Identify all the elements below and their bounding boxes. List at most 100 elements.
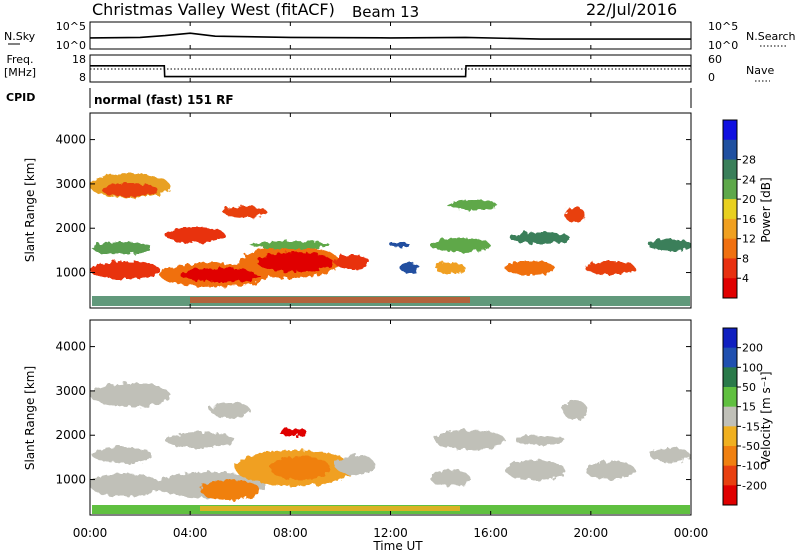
freq-tick-bottom: 8 — [79, 71, 86, 84]
colorbar-swatch — [723, 446, 737, 467]
colorbar-swatch — [723, 120, 737, 141]
velocity-echo-g — [270, 456, 330, 480]
power-blobs — [90, 174, 691, 287]
velocity-echo-q — [563, 400, 587, 420]
velocity-echo-k — [279, 428, 307, 436]
nsky-trace — [89, 32, 691, 40]
freq-trace — [90, 65, 691, 78]
velocity-echo-b — [92, 447, 152, 463]
velocity-echo-i — [165, 432, 235, 448]
velocity-echo-c — [90, 473, 160, 497]
power-echo-u — [400, 263, 420, 273]
power-echo-s — [447, 200, 497, 210]
time-tick-label: 12:00 — [373, 526, 408, 540]
power-echo-o — [505, 261, 555, 275]
power-echo-k — [165, 227, 225, 243]
velocity-echo-l — [435, 430, 505, 450]
velocity-echo-n — [505, 460, 565, 480]
velocity-colorbar: 200 100 50 15 -15 -50 -100 -200 — [722, 327, 767, 506]
power-echo-p — [585, 261, 635, 275]
power-echo-f — [180, 268, 260, 282]
power-echo-d — [90, 261, 160, 279]
time-ticks: 00:00 04:00 08:00 12:00 16:00 20:00 00:00 — [73, 22, 709, 540]
date-label: 22/Jul/2016 — [586, 0, 677, 19]
range-tick-label: 1000 — [55, 266, 86, 280]
colorbar-label: 28 — [742, 154, 756, 167]
colorbar-frame — [722, 327, 738, 506]
freq-tick-top: 18 — [72, 53, 86, 66]
nsky-tick-bottom: 10^0 — [56, 39, 86, 52]
power-echo-t — [510, 232, 570, 244]
power-heatmap — [90, 174, 691, 306]
nsky-panel — [89, 21, 692, 50]
velocity-ground-core — [200, 506, 460, 511]
time-tick-label: 00:00 — [674, 526, 709, 540]
nsearch-tick-bottom: 10^0 — [708, 39, 738, 52]
colorbar-swatch — [723, 179, 737, 200]
freq-unit-label: [MHz] — [4, 66, 36, 79]
colorbar-label: 12 — [742, 233, 756, 246]
nsearch-tick-top: 10^5 — [708, 20, 738, 33]
range-tick-label: 2000 — [55, 221, 86, 235]
nave-label: Nave — [746, 64, 774, 77]
velocity-blobs — [90, 383, 690, 500]
power-echo-l — [223, 206, 267, 218]
power-echo-r — [565, 207, 585, 223]
velocity-scale-title: Velocity [m s⁻¹] — [759, 371, 773, 464]
time-tick-label: 16:00 — [473, 526, 508, 540]
colorbar-swatch — [723, 367, 737, 388]
colorbar-swatch — [723, 347, 737, 368]
nave-tick-bottom: 0 — [708, 71, 715, 84]
range-tick-label: 4000 — [55, 340, 86, 354]
colorbar-swatch — [723, 238, 737, 259]
colorbar-frame — [722, 119, 738, 299]
power-echo-m — [430, 238, 490, 252]
nsky-label: N.Sky — [4, 30, 36, 43]
power-colorbar: 4 8 12 16 20 24 28 — [722, 119, 756, 299]
colorbar-label: 50 — [742, 381, 756, 394]
colorbar-swatch — [723, 159, 737, 180]
colorbar-swatch — [723, 199, 737, 220]
velocity-echo-r — [515, 435, 565, 445]
nsearch-label: N.Search — [746, 30, 796, 43]
colorbar-swatch — [723, 406, 737, 427]
nave-tick-top: 60 — [708, 53, 722, 66]
velocity-echo-a — [90, 383, 170, 407]
range-tick-label: 3000 — [55, 177, 86, 191]
power-echo-v — [390, 242, 410, 248]
power-range-axis-label: Slant Range [km] — [23, 158, 37, 262]
colorbar-label: 16 — [742, 213, 756, 226]
colorbar-swatch — [723, 258, 737, 279]
colorbar-label: 100 — [742, 361, 763, 374]
colorbar-label: 24 — [742, 173, 756, 186]
colorbar-swatch — [723, 278, 737, 299]
velocity-echo-p — [650, 448, 690, 462]
colorbar-swatch — [723, 328, 737, 349]
velocity-echo-m — [430, 470, 470, 486]
cpid-value: normal (fast) 151 RF — [94, 93, 234, 107]
colorbar-swatch — [723, 218, 737, 240]
power-echo-q — [648, 239, 691, 251]
colorbar-label: 4 — [742, 272, 749, 285]
power-echo-i — [250, 241, 330, 249]
range-tick-label: 2000 — [55, 428, 86, 442]
velocity-echo-o — [585, 461, 635, 479]
power-echo-n — [435, 262, 465, 274]
velocity-echo-j — [210, 402, 250, 418]
site-title: Christmas Valley West (fitACF) — [92, 0, 335, 19]
time-tick-label: 20:00 — [574, 526, 609, 540]
cpid-label: CPID — [6, 91, 35, 104]
colorbar-swatch — [723, 387, 737, 408]
power-echo-j — [334, 255, 370, 269]
power-echo-h — [257, 252, 333, 272]
freq-panel — [89, 54, 692, 83]
colorbar-swatch — [723, 426, 737, 447]
range-tick-label: 4000 — [55, 133, 86, 147]
colorbar-label: 200 — [742, 342, 763, 355]
colorbar-label: -200 — [742, 479, 767, 492]
nsky-tick-top: 10^5 — [56, 20, 86, 33]
time-tick-label: 08:00 — [273, 526, 308, 540]
range-tick-label: 3000 — [55, 384, 86, 398]
velocity-heatmap — [90, 383, 690, 514]
